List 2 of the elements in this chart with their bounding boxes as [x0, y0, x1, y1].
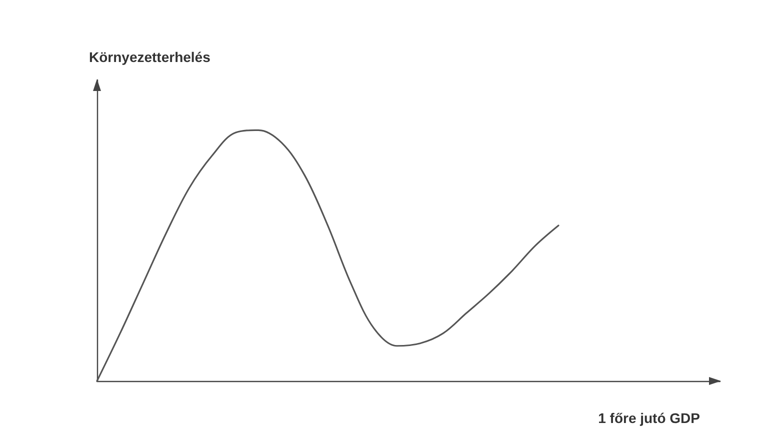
y-axis-title: Környezetterhelés	[89, 49, 211, 65]
x-axis-title: 1 főre jutó GDP	[598, 410, 700, 426]
